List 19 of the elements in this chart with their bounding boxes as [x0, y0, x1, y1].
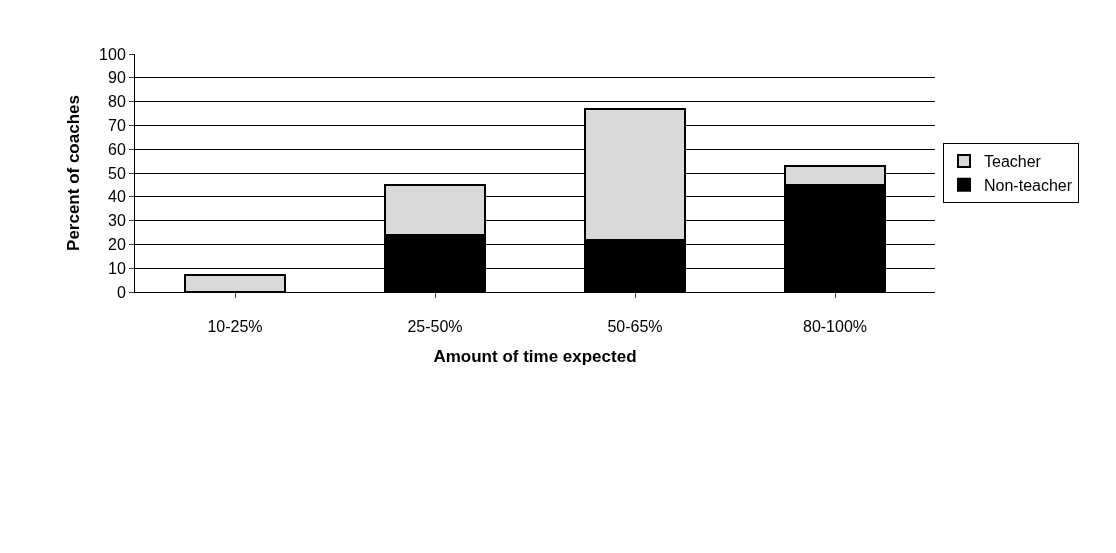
x-tick-label: 25-50% — [407, 318, 463, 336]
x-axis-title: Amount of time expected — [433, 346, 637, 366]
y-tick-label: 80 — [108, 93, 126, 111]
y-tick-label: 10 — [108, 259, 126, 277]
y-tick-label: 50 — [108, 164, 126, 182]
y-tick-label: 60 — [108, 140, 126, 158]
y-axis-title: Percent of coaches — [63, 95, 83, 251]
y-tick-label: 70 — [108, 117, 126, 134]
x-tick-label: 10-25% — [207, 318, 263, 336]
y-tick-label: 100 — [99, 45, 126, 63]
x-tick-label: 80-100% — [802, 318, 868, 336]
y-tick-label: 0 — [116, 283, 126, 301]
y-tick-label: 90 — [108, 69, 126, 87]
y-tick-label: 20 — [108, 236, 126, 253]
y-tick-label: 30 — [108, 212, 126, 230]
legend-label: Teacher — [984, 153, 1042, 171]
x-tick-label: 50-65% — [607, 318, 663, 336]
y-tick-label: 40 — [108, 188, 126, 206]
legend-label: Non-teacher — [984, 176, 1073, 194]
